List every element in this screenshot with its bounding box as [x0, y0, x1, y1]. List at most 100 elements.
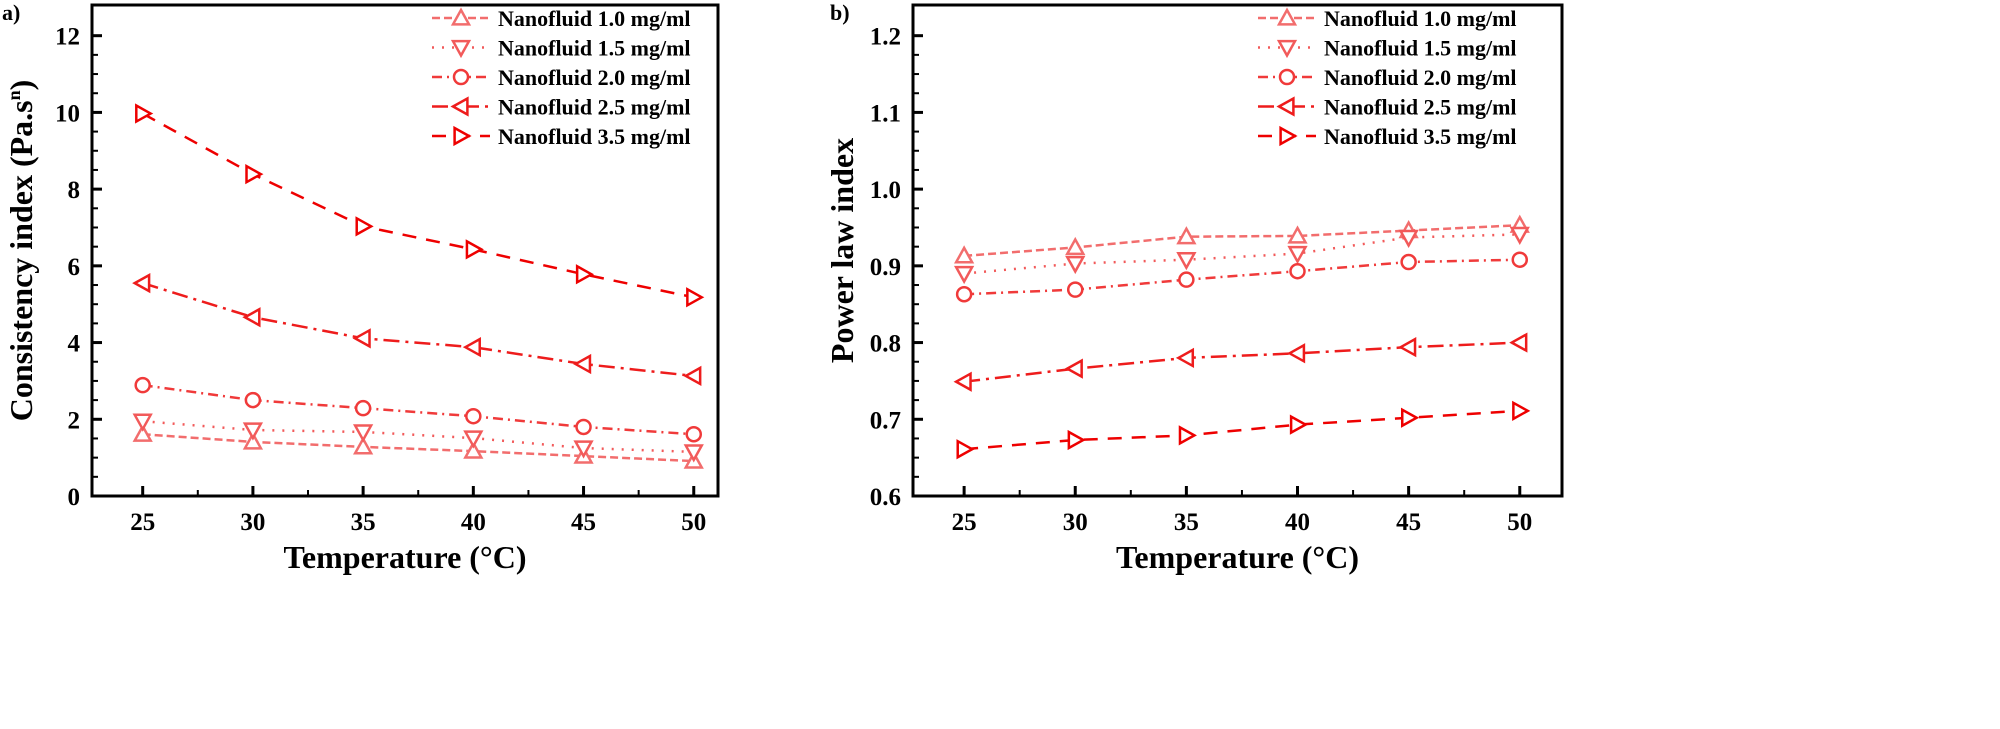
series-line: [964, 258, 1520, 296]
series-line: [142, 419, 694, 454]
legend-marker: [452, 68, 470, 86]
y-tick-label: 0.9: [870, 254, 901, 281]
data-point: [354, 399, 372, 417]
series-line: [964, 223, 1520, 258]
series-nanofluid-1-0-mg-ml: [953, 214, 1530, 264]
legend-label: Nanofluid 1.5 mg/ml: [1324, 36, 1517, 61]
data-point: [572, 353, 592, 375]
data-point: [1178, 425, 1197, 446]
y-tick-label: 0.6: [870, 484, 901, 511]
data-point: [132, 272, 151, 294]
data-point: [685, 425, 703, 443]
data-point: [1398, 229, 1419, 249]
data-point: [132, 423, 153, 442]
series-line: [964, 233, 1520, 275]
plot-frame: [90, 3, 720, 498]
data-point: [573, 440, 594, 459]
y-tick-label: 10: [55, 100, 80, 127]
data-point: [1176, 252, 1197, 271]
data-point: [462, 337, 481, 358]
legend-label: Nanofluid 3.5 mg/ml: [498, 124, 691, 149]
data-point: [575, 264, 595, 285]
data-point: [135, 103, 154, 124]
legend-label: Nanofluid 2.0 mg/ml: [1324, 65, 1517, 90]
x-tick-label: 45: [1396, 509, 1421, 536]
panel-label-a: a): [2, 0, 20, 25]
data-point: [242, 307, 261, 328]
legend-label: Nanofluid 1.5 mg/ml: [498, 36, 691, 61]
y-axis-label: Consistency index (Pa.sn): [3, 80, 39, 422]
x-tick-label: 45: [571, 509, 596, 536]
data-point: [1178, 271, 1195, 288]
data-point: [1067, 429, 1086, 451]
data-point: [355, 216, 374, 237]
series-line: [142, 112, 695, 299]
y-axis-label-text: Consistency index (Pa.s: [3, 100, 39, 421]
data-point: [352, 328, 371, 349]
legend-marker: [450, 7, 472, 26]
data-point: [465, 407, 482, 425]
y-axis-label-superscript: n: [4, 90, 24, 100]
legend-marker: [1276, 39, 1298, 59]
series-nanofluid-2-5-mg-ml: [953, 332, 1528, 392]
data-point: [1512, 400, 1531, 421]
legend-entry: Nanofluid 3.5 mg/ml: [432, 124, 691, 149]
y-axis-label: Power law index: [824, 138, 860, 363]
panel-b-power-law-index: b) 25 30 35 40 45 50 0.6 0.7 0.8 0.9 1.0 1.1 1.2 Temp…: [824, 0, 1564, 575]
data-point: [1509, 226, 1530, 245]
panel-a-consistency-index: a) 25 30 35 40 45 50 0 2 4 6 8 10 12 Temperature (°C)…: [2, 0, 720, 575]
data-point: [575, 418, 592, 436]
data-point: [134, 376, 151, 394]
data-point: [132, 413, 153, 432]
series-nanofluid-1-5-mg-ml: [953, 226, 1530, 285]
legend-label: Nanofluid 1.0 mg/ml: [498, 6, 691, 31]
legend-label: Nanofluid 2.5 mg/ml: [498, 95, 691, 120]
x-tick-label: 35: [351, 509, 376, 536]
legend-marker: [1279, 125, 1298, 147]
y-tick-label: 1.0: [870, 177, 901, 204]
data-point: [242, 431, 264, 450]
legend-label: Nanofluid 3.5 mg/ml: [1324, 124, 1517, 149]
series-line: [142, 432, 694, 463]
data-point: [1175, 347, 1195, 369]
data-point: [956, 439, 975, 460]
x-tick-label: 25: [130, 509, 155, 536]
panel-label-b: b): [830, 0, 850, 25]
plot-frame: [911, 3, 1564, 498]
legend-marker: [450, 39, 472, 59]
data-point: [1400, 253, 1417, 271]
data-point: [955, 285, 973, 303]
legend-entry: Nanofluid 2.5 mg/ml: [432, 95, 691, 120]
data-point: [1064, 358, 1083, 379]
y-tick-label: 0.8: [870, 331, 901, 358]
x-tick-label: 30: [1063, 509, 1088, 536]
data-point: [686, 287, 705, 308]
x-tick-label: 50: [1507, 509, 1532, 536]
series-nanofluid-2-0-mg-ml: [134, 376, 703, 443]
y-tick-label: 4: [68, 331, 81, 358]
data-point: [244, 391, 262, 409]
legend-entry: Nanofluid 1.5 mg/ml: [432, 36, 691, 61]
y-tick-label: 8: [68, 177, 81, 204]
data-point: [953, 371, 972, 392]
series-nanofluid-2-0-mg-ml: [955, 251, 1529, 303]
x-tick-label: 40: [461, 509, 486, 536]
data-point: [1289, 262, 1306, 280]
legend-label: Nanofluid 1.0 mg/ml: [1324, 6, 1517, 31]
data-point: [242, 422, 264, 441]
legend-entry: Nanofluid 1.0 mg/ml: [1258, 6, 1517, 31]
series-line: [964, 409, 1520, 451]
legend-entry: Nanofluid 3.5 mg/ml: [1258, 124, 1517, 149]
x-tick-label: 50: [681, 509, 706, 536]
legend-entry: Nanofluid 2.5 mg/ml: [1258, 95, 1517, 120]
y-tick-label: 12: [55, 24, 80, 51]
x-tick-label: 40: [1285, 509, 1310, 536]
legend-entry: Nanofluid 2.0 mg/ml: [1258, 65, 1517, 90]
x-tick-label: 35: [1174, 509, 1199, 536]
data-point: [1065, 255, 1086, 275]
series-line: [963, 341, 1520, 383]
x-axis-label: Temperature (°C): [284, 539, 527, 575]
data-point: [683, 444, 704, 463]
y-tick-label: 0.7: [870, 407, 901, 434]
